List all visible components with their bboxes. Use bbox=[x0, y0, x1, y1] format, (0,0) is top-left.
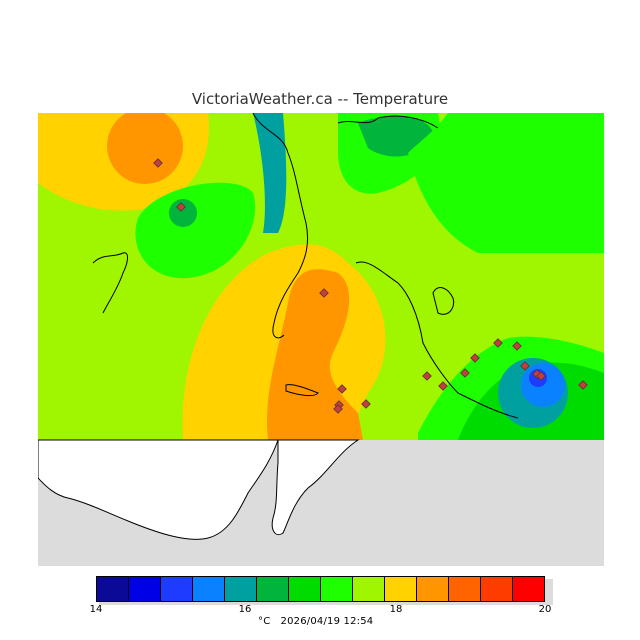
scale-tick-label: 18 bbox=[389, 604, 403, 615]
scale-swatch bbox=[449, 577, 481, 601]
scale-swatch bbox=[257, 577, 289, 601]
scale-swatch bbox=[321, 577, 353, 601]
scale-swatch bbox=[97, 577, 129, 601]
scale-swatch bbox=[417, 577, 449, 601]
scale-swatch bbox=[225, 577, 257, 601]
scale-tick-label: 14 bbox=[89, 604, 103, 615]
scale-tick-label: 16 bbox=[238, 604, 252, 615]
scale-tick-label: 20 bbox=[538, 604, 552, 615]
footer: °C 2026/04/19 12:54 bbox=[258, 616, 373, 627]
scale-swatch bbox=[193, 577, 225, 601]
color-scale bbox=[96, 576, 545, 602]
timestamp: 2026/04/19 12:54 bbox=[280, 616, 374, 627]
scale-swatch bbox=[353, 577, 385, 601]
scale-swatch bbox=[513, 577, 544, 601]
south-shore-land bbox=[38, 439, 279, 540]
temperature-map bbox=[38, 113, 604, 566]
coastline bbox=[92, 113, 519, 419]
temperature-field bbox=[38, 113, 604, 440]
scale-swatch bbox=[385, 577, 417, 601]
weather-stations bbox=[153, 158, 588, 414]
map-title: VictoriaWeather.ca -- Temperature bbox=[191, 90, 449, 108]
scale-swatch bbox=[161, 577, 193, 601]
unit-label: °C bbox=[258, 616, 271, 627]
scale-swatch bbox=[481, 577, 513, 601]
scale-swatch bbox=[289, 577, 321, 601]
scale-swatch bbox=[129, 577, 161, 601]
